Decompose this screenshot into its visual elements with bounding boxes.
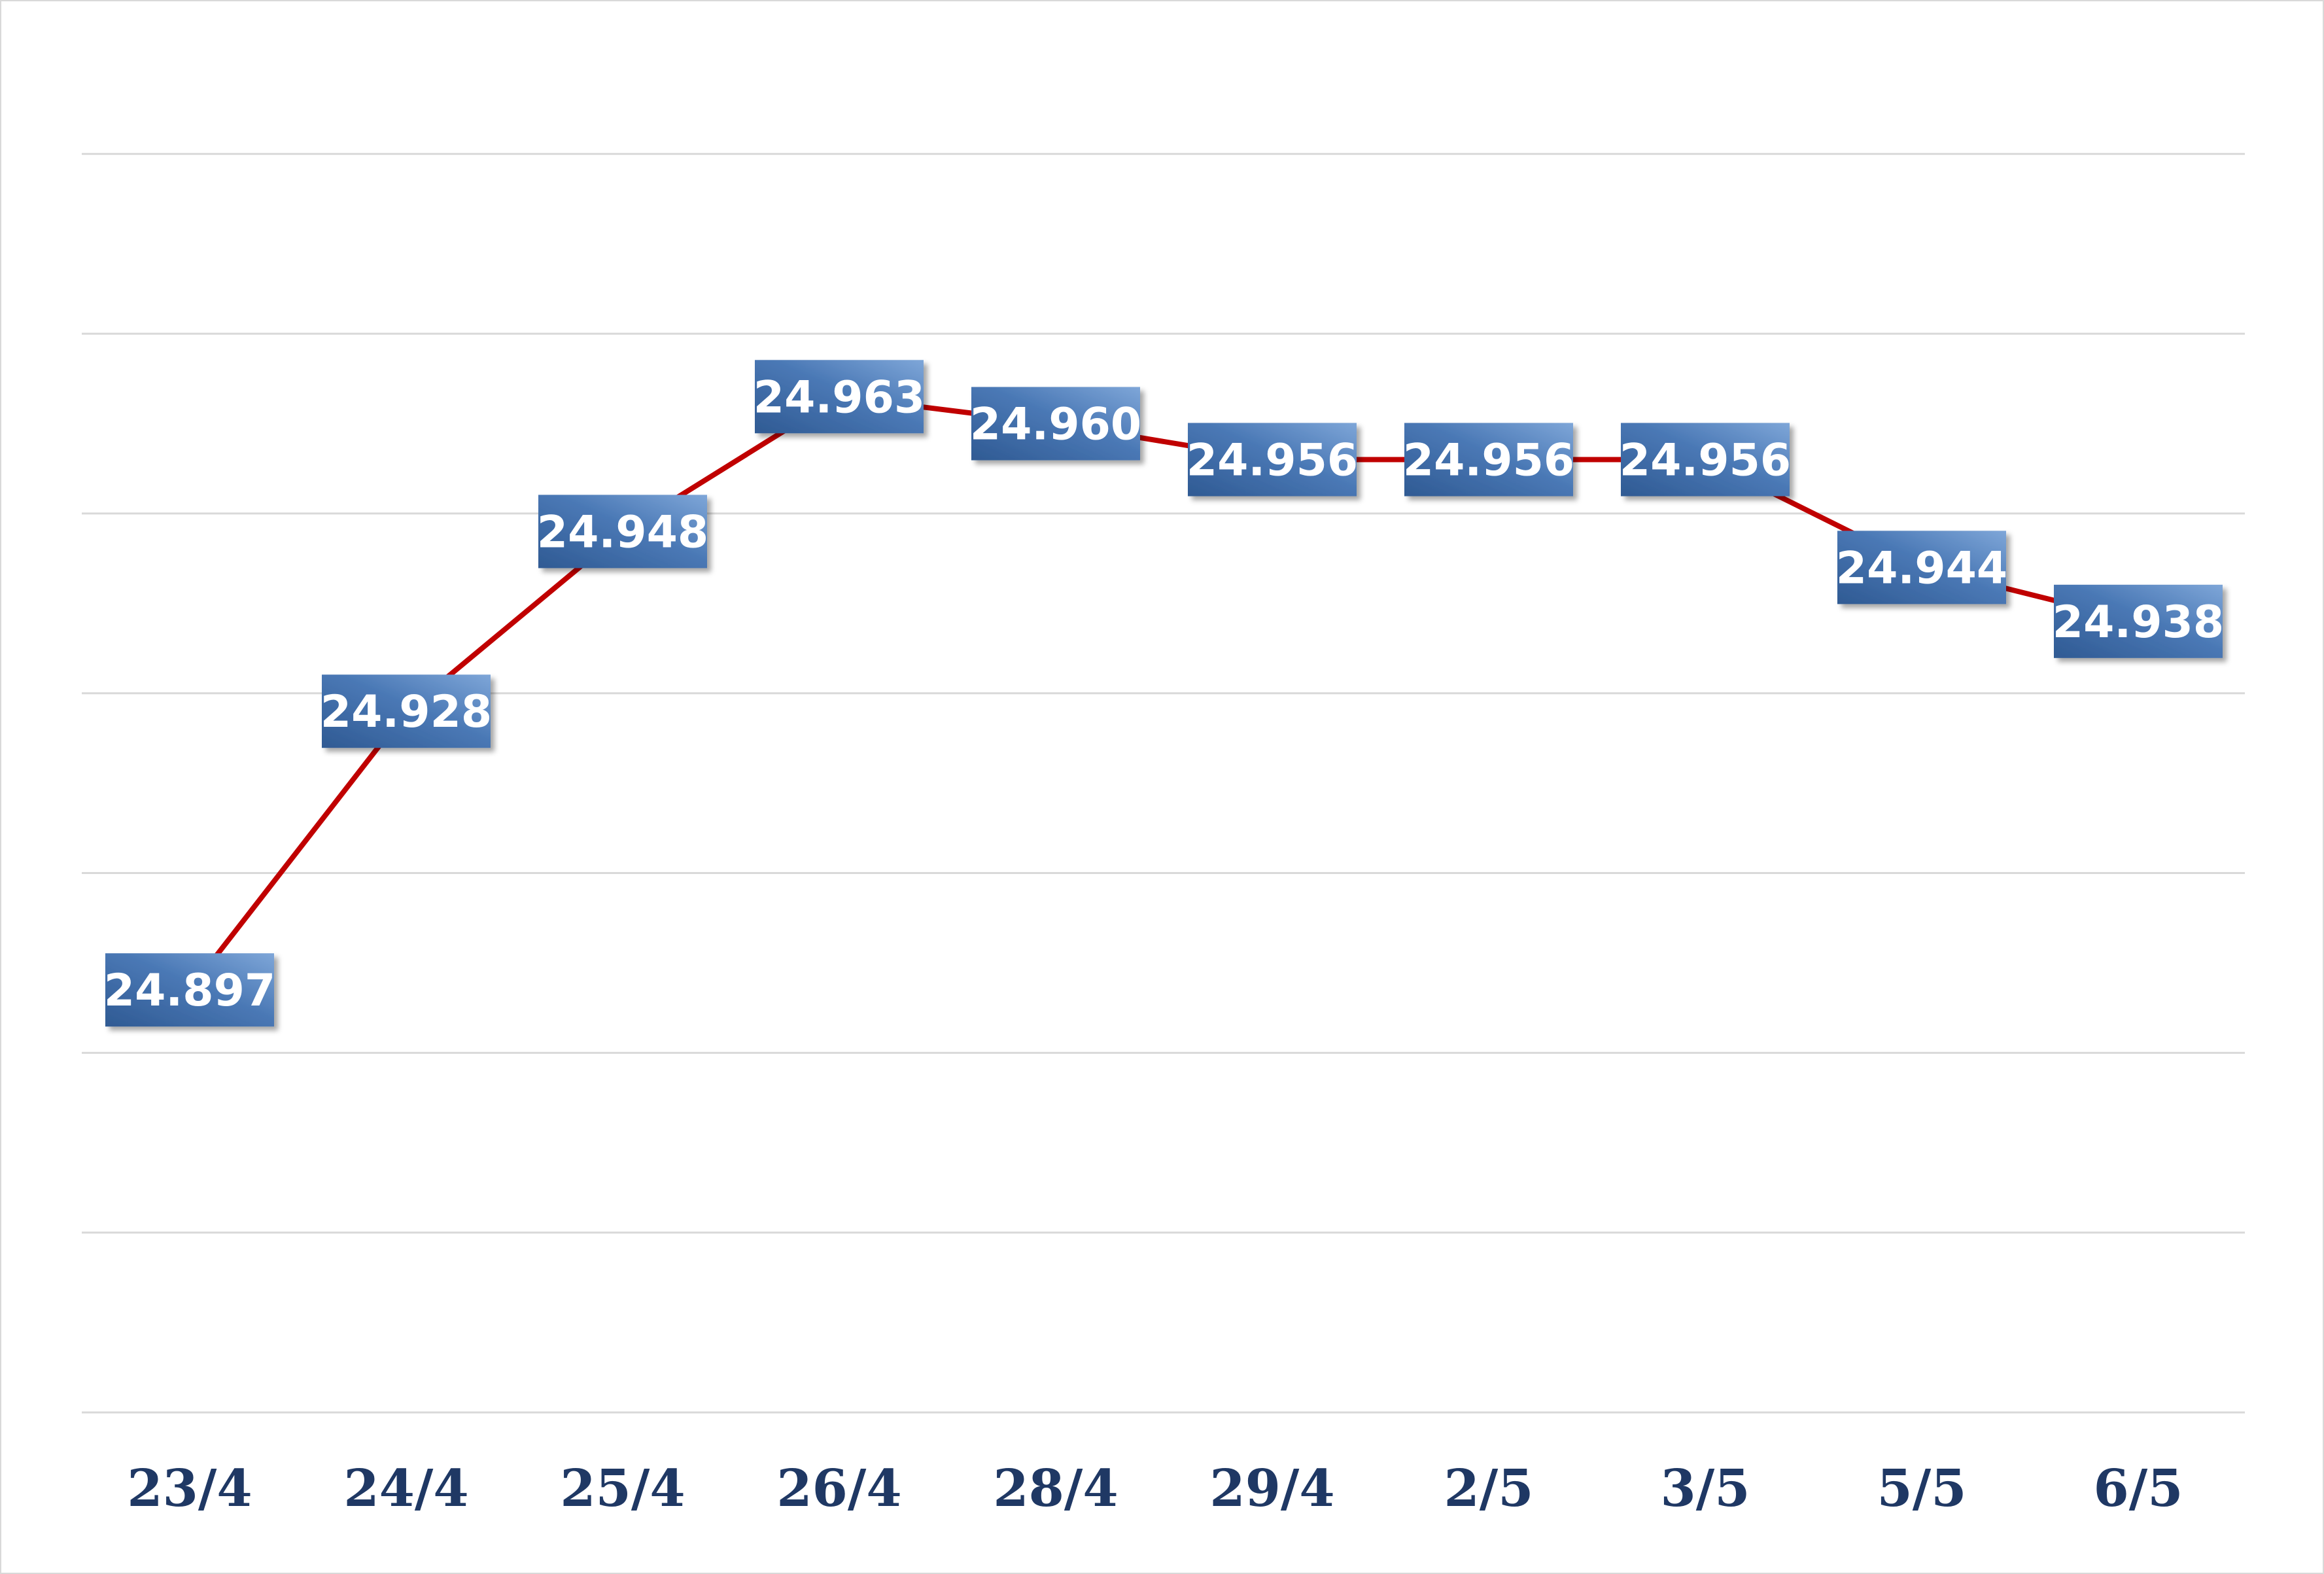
data-label-text: 24.956: [1403, 434, 1574, 486]
x-axis-tick-labels: 23/4 24/4 25/4 26/4 28/4 29/4 2/5 3/5 5/5 6/5: [127, 1459, 2183, 1518]
data-label-text: 24.948: [537, 506, 708, 558]
data-label-box: [322, 674, 491, 748]
x-tick-label: 29/4: [1209, 1459, 1334, 1518]
data-labels: 24.897 24.928 24.948 24.963 24.960 24.956 24.9…: [104, 360, 2224, 1027]
data-label: 24.938: [2053, 584, 2224, 658]
data-label-box: [1188, 423, 1357, 497]
data-label: 24.960: [970, 387, 1141, 461]
x-tick-label: 24/4: [343, 1459, 468, 1518]
series-line: [187, 394, 2141, 993]
data-label: 24.956: [1620, 423, 1791, 497]
gridlines: [82, 152, 2245, 1414]
data-label-text: 24.928: [321, 686, 492, 738]
x-tick-label: 5/5: [1877, 1459, 1966, 1518]
data-label-text: 24.938: [2053, 597, 2224, 648]
data-label-box: [1404, 423, 1573, 497]
data-label: 24.928: [321, 674, 492, 748]
x-tick-label: 28/4: [993, 1459, 1118, 1518]
data-label-text: 24.897: [104, 965, 275, 1017]
data-label: 24.948: [537, 495, 708, 568]
data-label: 24.956: [1187, 423, 1358, 497]
data-label: 24.897: [104, 953, 275, 1027]
data-label-text: 24.963: [754, 372, 925, 423]
x-tick-label: 25/4: [560, 1459, 685, 1518]
data-label-text: 24.960: [970, 399, 1141, 451]
data-label-box: [2054, 584, 2223, 658]
x-tick-label: 3/5: [1660, 1459, 1750, 1518]
data-label-box: [538, 495, 707, 568]
data-label-text: 24.956: [1187, 434, 1358, 486]
x-tick-label: 23/4: [127, 1459, 252, 1518]
data-label-box: [1837, 531, 2006, 604]
x-tick-label: 6/5: [2093, 1459, 2183, 1518]
data-label-text: 24.944: [1836, 542, 2007, 594]
data-label: 24.956: [1403, 423, 1574, 497]
data-label-box: [971, 387, 1140, 461]
data-label: 24.963: [754, 360, 925, 434]
data-label-text: 24.956: [1620, 434, 1791, 486]
series-line-group: [187, 394, 2141, 993]
data-label-box: [105, 953, 274, 1027]
data-label-box: [755, 360, 924, 434]
x-tick-label: 2/5: [1444, 1459, 1533, 1518]
data-label: 24.944: [1836, 531, 2007, 604]
x-tick-label: 26/4: [776, 1459, 901, 1518]
data-label-box: [1621, 423, 1790, 497]
